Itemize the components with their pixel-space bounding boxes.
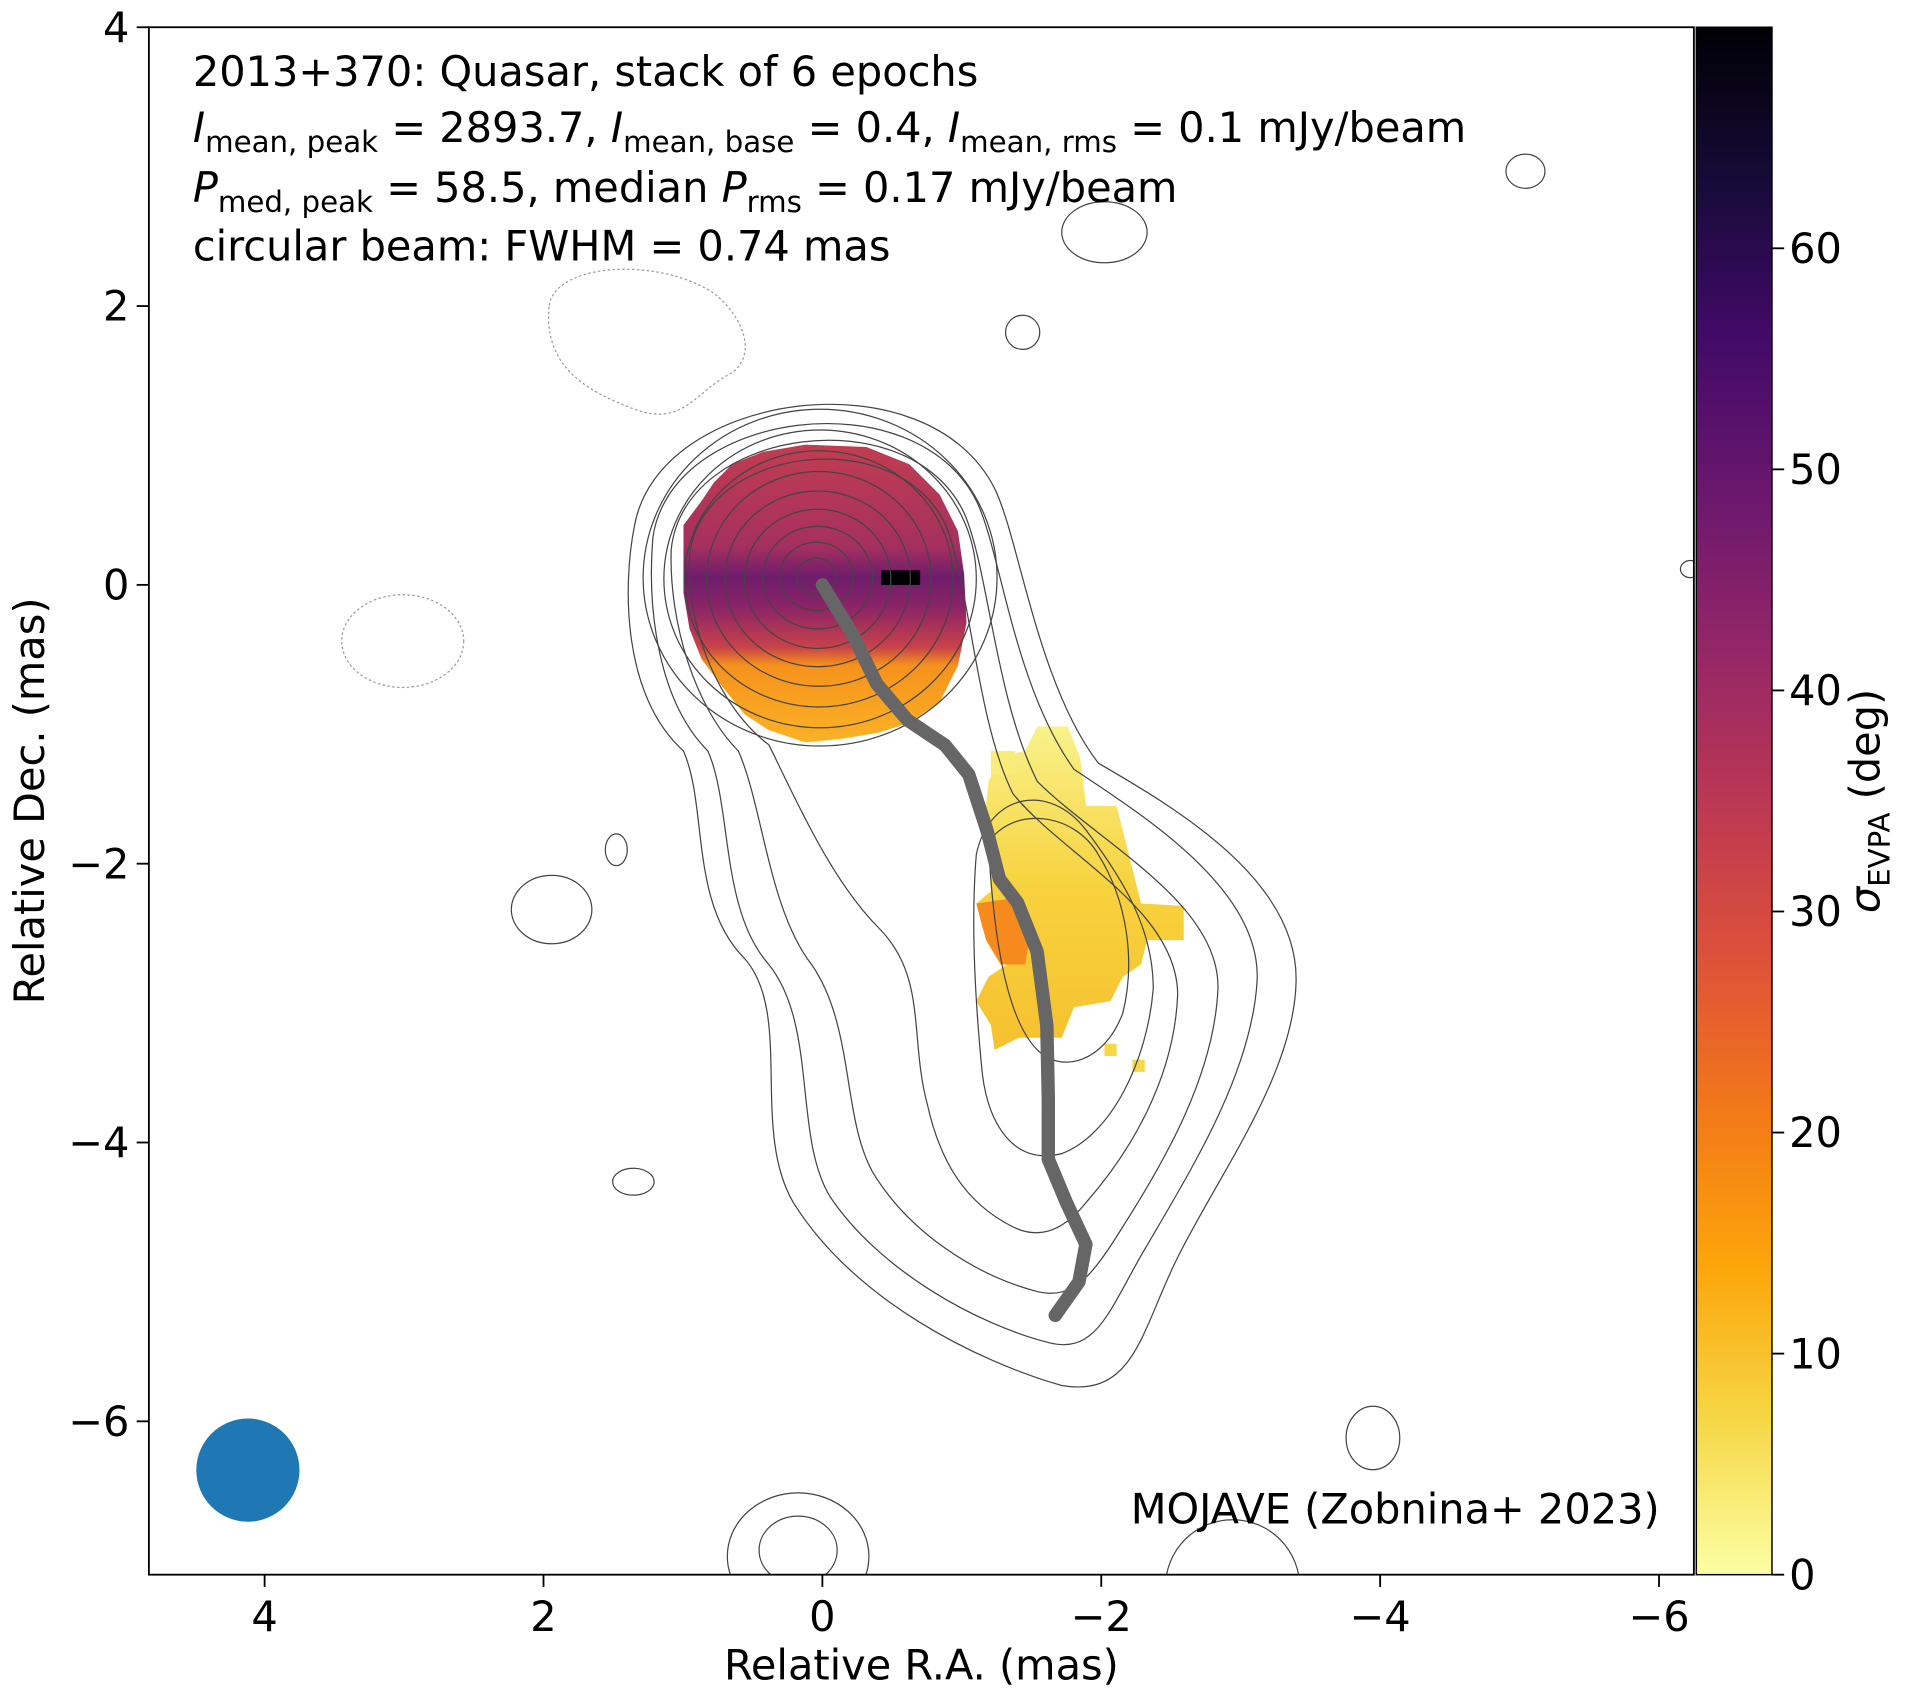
contour bbox=[612, 1167, 655, 1196]
contour bbox=[510, 874, 593, 945]
map bbox=[341, 153, 1694, 1575]
title-line: Pmed, peak = 58.5, median Prms = 0.17 mJ… bbox=[193, 163, 1178, 219]
x-tick-label: 4 bbox=[251, 1592, 277, 1641]
contour bbox=[726, 1492, 870, 1575]
contour bbox=[663, 429, 977, 729]
colorbar-tick-label: 40 bbox=[1789, 666, 1842, 715]
contour bbox=[1004, 314, 1041, 351]
text-segment: mean, rms bbox=[960, 125, 1117, 159]
colorbar-tick-label: 10 bbox=[1789, 1329, 1842, 1378]
text-segment: med, peak bbox=[218, 185, 373, 219]
negative-contour bbox=[547, 268, 746, 415]
y-tick-label: −2 bbox=[68, 839, 129, 888]
text-segment: mean, base bbox=[623, 125, 794, 159]
y-axis-label: Relative Dec. (mas) bbox=[5, 597, 54, 1004]
x-tick-label: 2 bbox=[530, 1592, 556, 1641]
title-line: 2013+370: Quasar, stack of 6 epochs bbox=[193, 47, 979, 96]
colorbar-label: σEVPA (deg) bbox=[1840, 689, 1896, 913]
contour bbox=[987, 817, 1130, 1063]
colorbar-tick-label: 0 bbox=[1789, 1550, 1815, 1599]
annotation: MOJAVE (Zobnina+ 2023) bbox=[1131, 1484, 1660, 1533]
plot-frame bbox=[147, 26, 1695, 1576]
text-segment: P bbox=[193, 163, 218, 212]
contour bbox=[705, 470, 932, 687]
contour bbox=[724, 490, 912, 668]
title-line: Imean, peak = 2893.7, Imean, base = 0.4,… bbox=[193, 103, 1466, 159]
colorbar-tick-label: 30 bbox=[1789, 887, 1842, 936]
x-tick-label: −4 bbox=[1350, 1592, 1411, 1641]
jet-pixel bbox=[1104, 1043, 1117, 1057]
text-segment: = 0.4, bbox=[794, 103, 947, 152]
contour bbox=[1165, 1519, 1300, 1575]
contour bbox=[758, 1515, 838, 1575]
contour bbox=[1061, 201, 1148, 264]
contour bbox=[1505, 153, 1546, 189]
text-segment: mean, peak bbox=[205, 125, 378, 159]
contour bbox=[688, 458, 1179, 1234]
text-segment: I bbox=[193, 103, 205, 152]
ridgeline bbox=[815, 578, 1093, 1323]
text-segment: σ bbox=[1840, 885, 1889, 913]
text-segment: I bbox=[611, 103, 623, 152]
colorbar-tick-label: 50 bbox=[1789, 445, 1842, 494]
contour bbox=[642, 408, 998, 747]
text-segment: 2013+370: Quasar, stack of 6 epochs bbox=[193, 47, 979, 96]
text-segment: = 58.5, median bbox=[373, 163, 722, 212]
y-tick-label: 0 bbox=[103, 561, 129, 610]
contour bbox=[684, 450, 954, 708]
y-tick-label: −6 bbox=[68, 1397, 129, 1446]
text-segment: I bbox=[948, 103, 960, 152]
text-segment: = 2893.7, bbox=[378, 103, 611, 152]
contour bbox=[670, 439, 1219, 1294]
text-segment: P bbox=[722, 163, 747, 212]
text-segment: (deg) bbox=[1840, 689, 1889, 813]
x-tick-label: 0 bbox=[809, 1592, 835, 1641]
beam bbox=[196, 1418, 300, 1522]
x-tick-label: −6 bbox=[1628, 1592, 1689, 1641]
contour bbox=[762, 525, 874, 630]
contour bbox=[627, 403, 1297, 1388]
text-segment: circular beam: FWHM = 0.74 mas bbox=[193, 221, 891, 270]
core-peak-pixel bbox=[881, 570, 921, 585]
text-segment: EVPA bbox=[1862, 813, 1896, 887]
y-tick-label: 4 bbox=[103, 3, 129, 52]
colorbar-tick-label: 20 bbox=[1789, 1108, 1842, 1157]
contour bbox=[1679, 559, 1694, 579]
x-axis-label: Relative R.A. (mas) bbox=[724, 1641, 1119, 1690]
title-line: circular beam: FWHM = 0.74 mas bbox=[193, 221, 891, 270]
contour bbox=[743, 508, 892, 650]
jet-pixel bbox=[1132, 1059, 1145, 1072]
x-tick-label: −2 bbox=[1071, 1592, 1132, 1641]
contour bbox=[779, 541, 854, 612]
y-tick-label: −4 bbox=[68, 1118, 129, 1167]
text-segment: = 0.1 mJy/beam bbox=[1117, 103, 1466, 152]
negative-contour bbox=[341, 594, 465, 689]
colorbar-tick-label: 60 bbox=[1789, 224, 1842, 273]
contour bbox=[796, 557, 837, 596]
contour bbox=[973, 799, 1154, 1157]
contour bbox=[650, 422, 1258, 1346]
text-segment: rms bbox=[747, 185, 802, 219]
contour bbox=[604, 833, 628, 867]
colorbar bbox=[1695, 26, 1773, 1576]
jet-polarization bbox=[976, 726, 1184, 1050]
text-segment: = 0.17 mJy/beam bbox=[802, 163, 1178, 212]
y-tick-label: 2 bbox=[103, 282, 129, 331]
contour bbox=[1345, 1405, 1401, 1471]
contours bbox=[341, 153, 1694, 1575]
